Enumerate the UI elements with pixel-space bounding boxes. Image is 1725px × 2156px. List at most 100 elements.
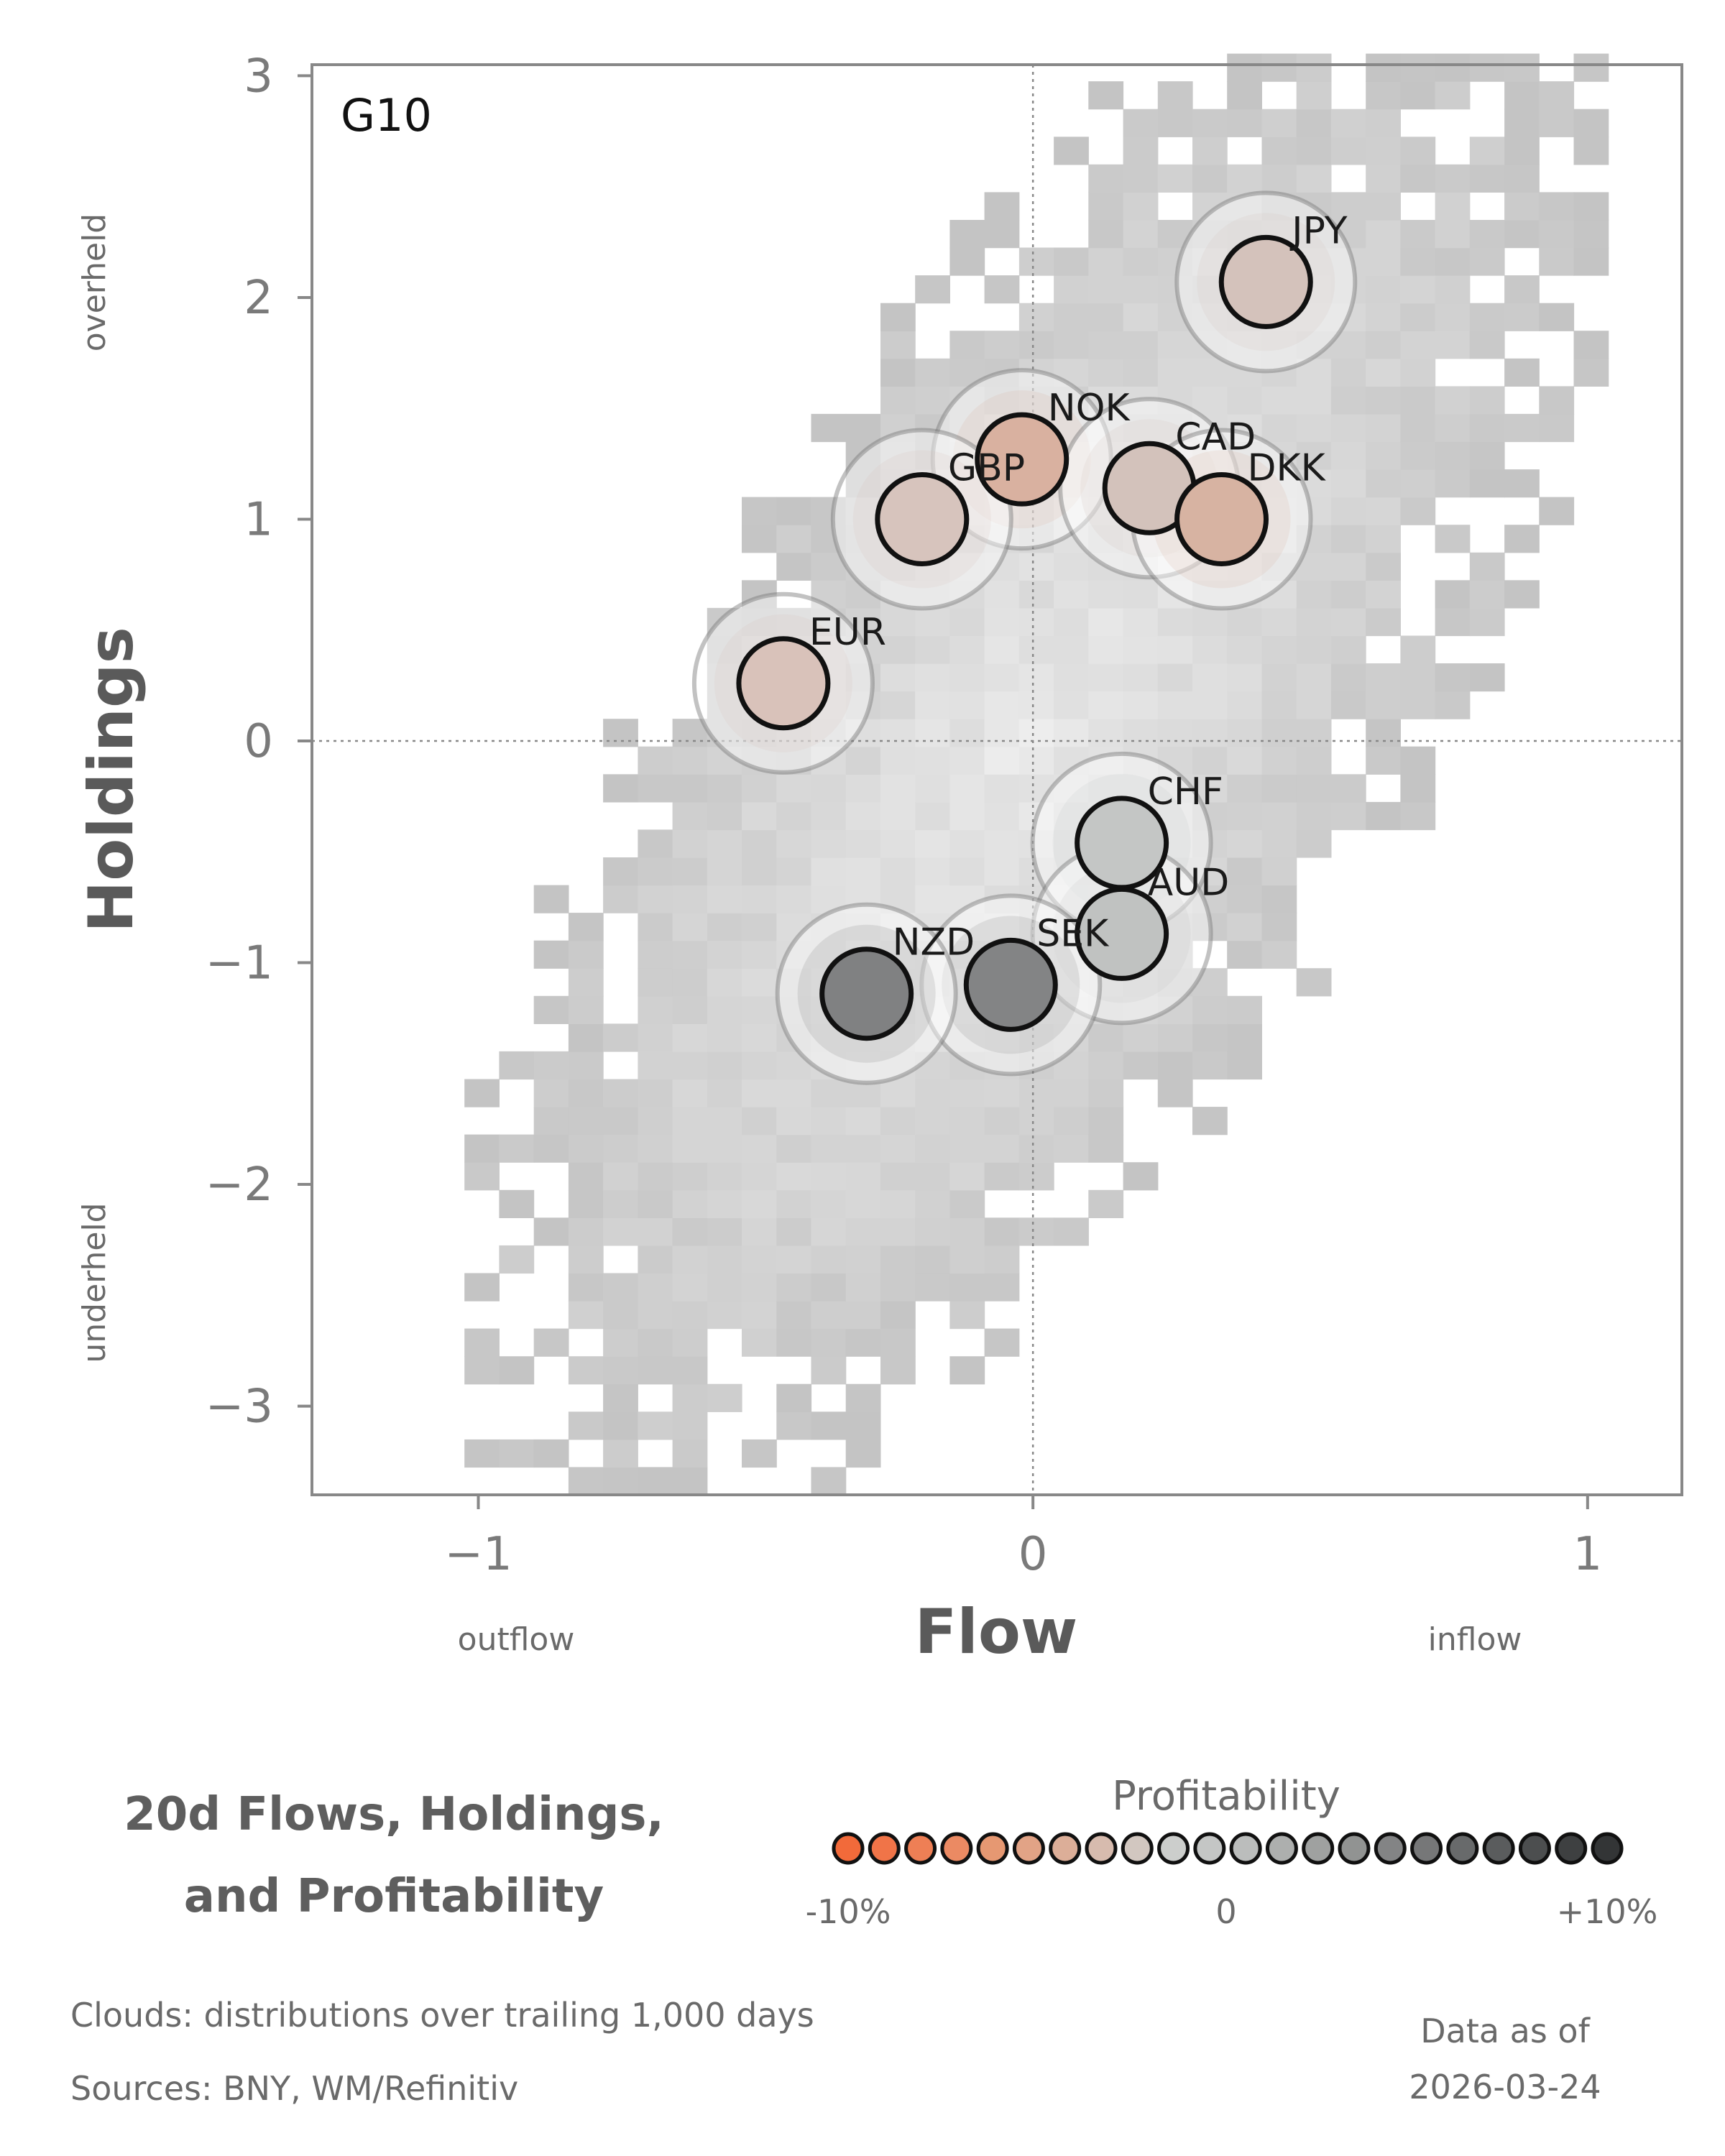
y-tick-label: 0 xyxy=(244,715,273,768)
cloud-cell xyxy=(1157,663,1193,692)
cloud-cell xyxy=(1504,525,1540,553)
cloud-cell xyxy=(638,746,673,775)
cloud-cell xyxy=(1296,497,1332,525)
cloud-cell xyxy=(672,968,708,997)
cloud-cell xyxy=(1435,607,1471,637)
cloud-cell xyxy=(1296,81,1332,110)
cloud-cell xyxy=(672,995,708,1024)
cloud-cell xyxy=(811,719,847,747)
cloud-cell xyxy=(1192,691,1228,719)
cloud-cell xyxy=(1123,746,1159,775)
cloud-cell xyxy=(776,829,812,858)
cloud-cell xyxy=(915,829,950,858)
cloud-cell xyxy=(1573,358,1609,387)
cloud-cell xyxy=(742,525,777,553)
cloud-cell xyxy=(1018,386,1054,415)
cloud-cell xyxy=(1088,691,1124,719)
cloud-cell xyxy=(776,1245,812,1274)
cloud-cell xyxy=(568,1107,604,1135)
cloud-cell xyxy=(811,497,847,525)
label-jpy: JPY xyxy=(1289,209,1348,252)
cloud-cell xyxy=(499,1189,535,1218)
cloud-cell xyxy=(984,691,1020,719)
cloud-cell xyxy=(1366,413,1401,443)
point-nzd[interactable] xyxy=(819,946,914,1041)
cloud-cell xyxy=(845,1383,881,1412)
y-tick-label: 1 xyxy=(244,493,273,546)
cloud-cell xyxy=(949,1356,985,1385)
cloud-cell xyxy=(1018,801,1054,831)
cloud-cell xyxy=(984,331,1020,359)
cloud-cell xyxy=(1261,386,1297,415)
cloud-cell xyxy=(1573,247,1609,276)
cloud-cell xyxy=(880,1162,916,1191)
cloud-cell xyxy=(568,1162,604,1191)
inflow-label: inflow xyxy=(1428,1621,1522,1658)
cloud-cell xyxy=(1296,358,1332,387)
point-jpy[interactable] xyxy=(1218,234,1313,329)
cloud-cell xyxy=(603,774,638,803)
cloud-cell xyxy=(1469,331,1505,359)
cloud-cell xyxy=(1018,1051,1054,1080)
cloud-cell xyxy=(672,1189,708,1218)
point-dkk[interactable] xyxy=(1174,471,1269,566)
cloud-cell xyxy=(845,1439,881,1468)
cloud-cell xyxy=(845,1134,881,1163)
cloud-cell xyxy=(1366,386,1401,415)
label-aud: AUD xyxy=(1148,861,1230,904)
cloud-cell xyxy=(949,358,985,387)
cloud-cell xyxy=(1157,552,1193,581)
cloud-cell xyxy=(845,829,881,858)
cloud-cell xyxy=(638,774,673,803)
cloud-cell xyxy=(1192,1051,1228,1080)
cloud-cell xyxy=(880,857,916,886)
cloud-cell xyxy=(1088,746,1124,775)
cloud-cell xyxy=(742,1134,777,1163)
cloud-cell xyxy=(1366,663,1401,692)
cloud-cell xyxy=(1400,220,1436,249)
cloud-cell xyxy=(1261,829,1297,858)
cloud-cell xyxy=(1400,635,1436,664)
cloud-cell xyxy=(1157,164,1193,193)
cloud-cell xyxy=(845,857,881,886)
cloud-cell xyxy=(949,829,985,858)
cloud-cell xyxy=(776,1189,812,1218)
cloud-cell xyxy=(1400,358,1436,387)
cloud-cell xyxy=(915,635,950,664)
cloud-cell xyxy=(984,275,1020,304)
cloud-cell xyxy=(1088,81,1124,110)
cloud-cell xyxy=(1330,469,1366,498)
cloud-cell xyxy=(1539,81,1575,110)
cloud-cell xyxy=(1366,109,1401,137)
point-gbp[interactable] xyxy=(875,471,970,566)
cloud-cell xyxy=(1261,164,1297,193)
cloud-cell xyxy=(880,1273,916,1302)
legend-swatch xyxy=(1121,1832,1154,1865)
cloud-cell xyxy=(568,995,604,1024)
cloud-cell xyxy=(707,1383,742,1412)
cloud-cell xyxy=(845,801,881,831)
point-aud[interactable] xyxy=(1075,886,1169,981)
cloud-cell xyxy=(1296,331,1332,359)
cloud-cell xyxy=(1157,995,1193,1024)
cloud-cell xyxy=(1227,109,1262,137)
cloud-cell xyxy=(1400,247,1436,276)
point-eur[interactable] xyxy=(736,636,831,731)
cloud-cell xyxy=(984,801,1020,831)
point-sek[interactable] xyxy=(963,937,1058,1032)
cloud-cell xyxy=(707,607,742,637)
cloud-cell xyxy=(672,913,708,941)
cloud-cell xyxy=(464,1356,500,1385)
cloud-cell xyxy=(1088,331,1124,359)
legend-swatch xyxy=(1482,1832,1515,1865)
cloud-cell xyxy=(1296,386,1332,415)
cloud-cell xyxy=(915,1245,950,1274)
cloud-cell xyxy=(1227,386,1262,415)
y-tick-label: 2 xyxy=(244,272,273,325)
cloud-cell xyxy=(1088,192,1124,221)
cloud-cell xyxy=(915,913,950,941)
point-nok[interactable] xyxy=(975,412,1070,507)
cloud-cell xyxy=(1539,386,1575,415)
cloud-cell xyxy=(915,719,950,747)
cloud-cell xyxy=(1054,497,1089,525)
